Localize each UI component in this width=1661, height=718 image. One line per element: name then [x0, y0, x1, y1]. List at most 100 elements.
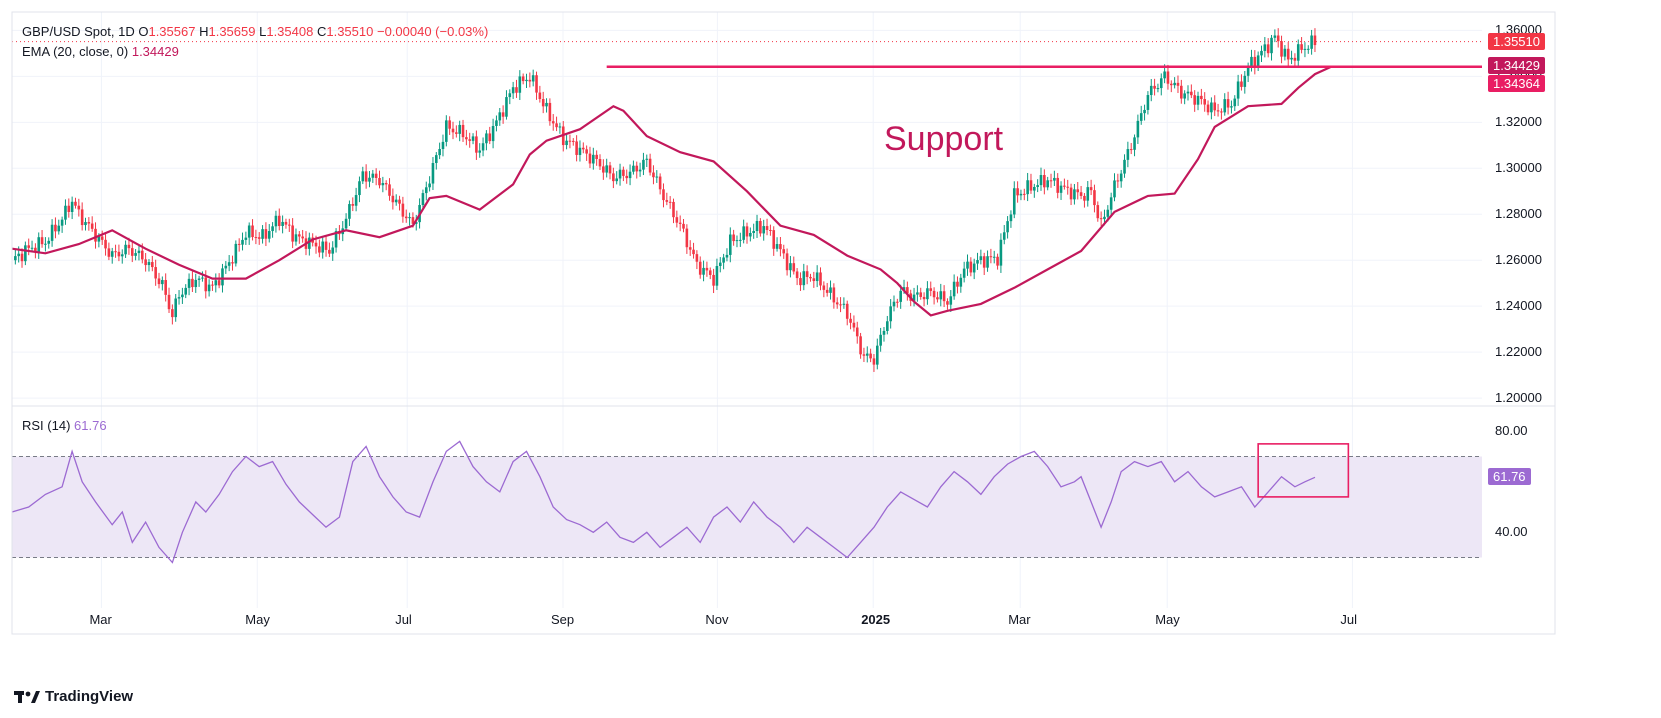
candle-body — [104, 239, 107, 249]
candle-body — [511, 87, 515, 94]
candle-body — [171, 309, 174, 318]
candle-body — [458, 124, 461, 134]
candle-body — [678, 222, 682, 224]
candle-body — [959, 277, 963, 287]
candle-body — [515, 87, 518, 93]
candle-body — [1169, 83, 1173, 86]
candle-body — [1002, 232, 1006, 240]
candle-body — [90, 223, 94, 229]
candle-body — [1220, 111, 1223, 113]
candle-body — [535, 75, 538, 93]
candle-body — [488, 133, 492, 142]
candle-body — [892, 301, 896, 307]
candle-body — [1076, 189, 1080, 193]
symbol-label: GBP/USD Spot, 1D — [22, 24, 135, 39]
candle-body — [224, 265, 228, 269]
candle-body — [819, 272, 822, 286]
price-tick-label: 1.32000 — [1495, 114, 1542, 130]
candle-body — [1196, 95, 1200, 105]
candle-body — [398, 199, 401, 204]
candle-body — [475, 136, 478, 153]
candle-body — [946, 301, 949, 305]
candle-body — [251, 225, 254, 238]
candle-body — [114, 251, 117, 253]
chart-frame — [11, 11, 1556, 635]
candle-body — [1086, 187, 1090, 201]
candle-body — [441, 141, 445, 150]
candle-body — [986, 256, 989, 268]
candle-body — [849, 318, 852, 323]
candle-body — [1246, 67, 1250, 76]
price-tag: 1.34364 — [1488, 75, 1545, 93]
candle-body — [1183, 93, 1186, 99]
candle-body — [481, 143, 485, 151]
candle-body — [1280, 41, 1283, 57]
candle-body — [1083, 195, 1086, 201]
candle-body — [445, 120, 448, 142]
candle-body — [1109, 197, 1113, 210]
candle-body — [421, 193, 425, 206]
candle-body — [592, 154, 595, 164]
candle-body — [749, 232, 752, 237]
tradingview-logo-icon — [14, 690, 40, 703]
candle-body — [1203, 99, 1207, 105]
candle-body — [47, 240, 51, 244]
open-value: 1.35567 — [148, 24, 196, 39]
candle-body — [812, 278, 816, 282]
candle-body — [1240, 81, 1243, 87]
candle-body — [1126, 149, 1130, 160]
rsi-tick-label: 40.00 — [1495, 524, 1528, 540]
candle-body — [1016, 188, 1019, 196]
candle-body — [254, 237, 258, 239]
candle-body — [1253, 56, 1257, 68]
candle-body — [1290, 57, 1293, 60]
candle-body — [976, 260, 979, 264]
candle-body — [581, 147, 585, 150]
candle-body — [1180, 85, 1183, 99]
candle-body — [605, 165, 608, 173]
candle-body — [845, 303, 849, 319]
candle-body — [926, 288, 929, 300]
rsi-value-tag: 61.76 — [1488, 468, 1531, 486]
candle-body — [1096, 205, 1100, 219]
candle-body — [799, 278, 802, 286]
candle-body — [391, 195, 395, 203]
candle-body — [779, 244, 782, 250]
candle-body — [1063, 185, 1066, 187]
header-ohlc: GBP/USD Spot, 1D O1.35567 H1.35659 L1.35… — [22, 24, 488, 39]
candle-body — [50, 224, 54, 241]
candle-body — [896, 301, 899, 303]
candle-body — [635, 165, 639, 172]
candle-body — [1009, 214, 1013, 222]
candle-body — [127, 244, 131, 249]
candle-body — [568, 140, 572, 142]
candle-body — [164, 280, 167, 295]
candle-body — [1073, 189, 1076, 200]
candle-body — [618, 169, 622, 179]
time-tick-label: Jul — [1340, 612, 1358, 627]
candle-body — [328, 249, 331, 254]
candle-body — [692, 249, 695, 255]
candle-body — [348, 204, 351, 219]
candle-body — [1266, 44, 1270, 54]
candle-body — [528, 79, 532, 82]
candle-body — [110, 251, 114, 257]
candle-body — [855, 327, 859, 337]
candle-body — [979, 256, 983, 261]
candle-body — [401, 203, 405, 217]
candle-body — [314, 242, 318, 247]
candle-body — [872, 358, 876, 365]
candle-body — [575, 141, 578, 155]
candle-body — [1146, 95, 1150, 110]
candle-body — [455, 132, 458, 134]
candle-body — [378, 178, 381, 186]
candle-body — [174, 298, 178, 318]
close-label: C — [316, 24, 327, 39]
candle-body — [194, 279, 198, 288]
candle-body — [1066, 186, 1070, 188]
candle-body — [161, 280, 164, 285]
candle-body — [865, 353, 869, 356]
candle-body — [1310, 35, 1313, 49]
candle-body — [271, 226, 274, 232]
candle-body — [1226, 99, 1230, 108]
